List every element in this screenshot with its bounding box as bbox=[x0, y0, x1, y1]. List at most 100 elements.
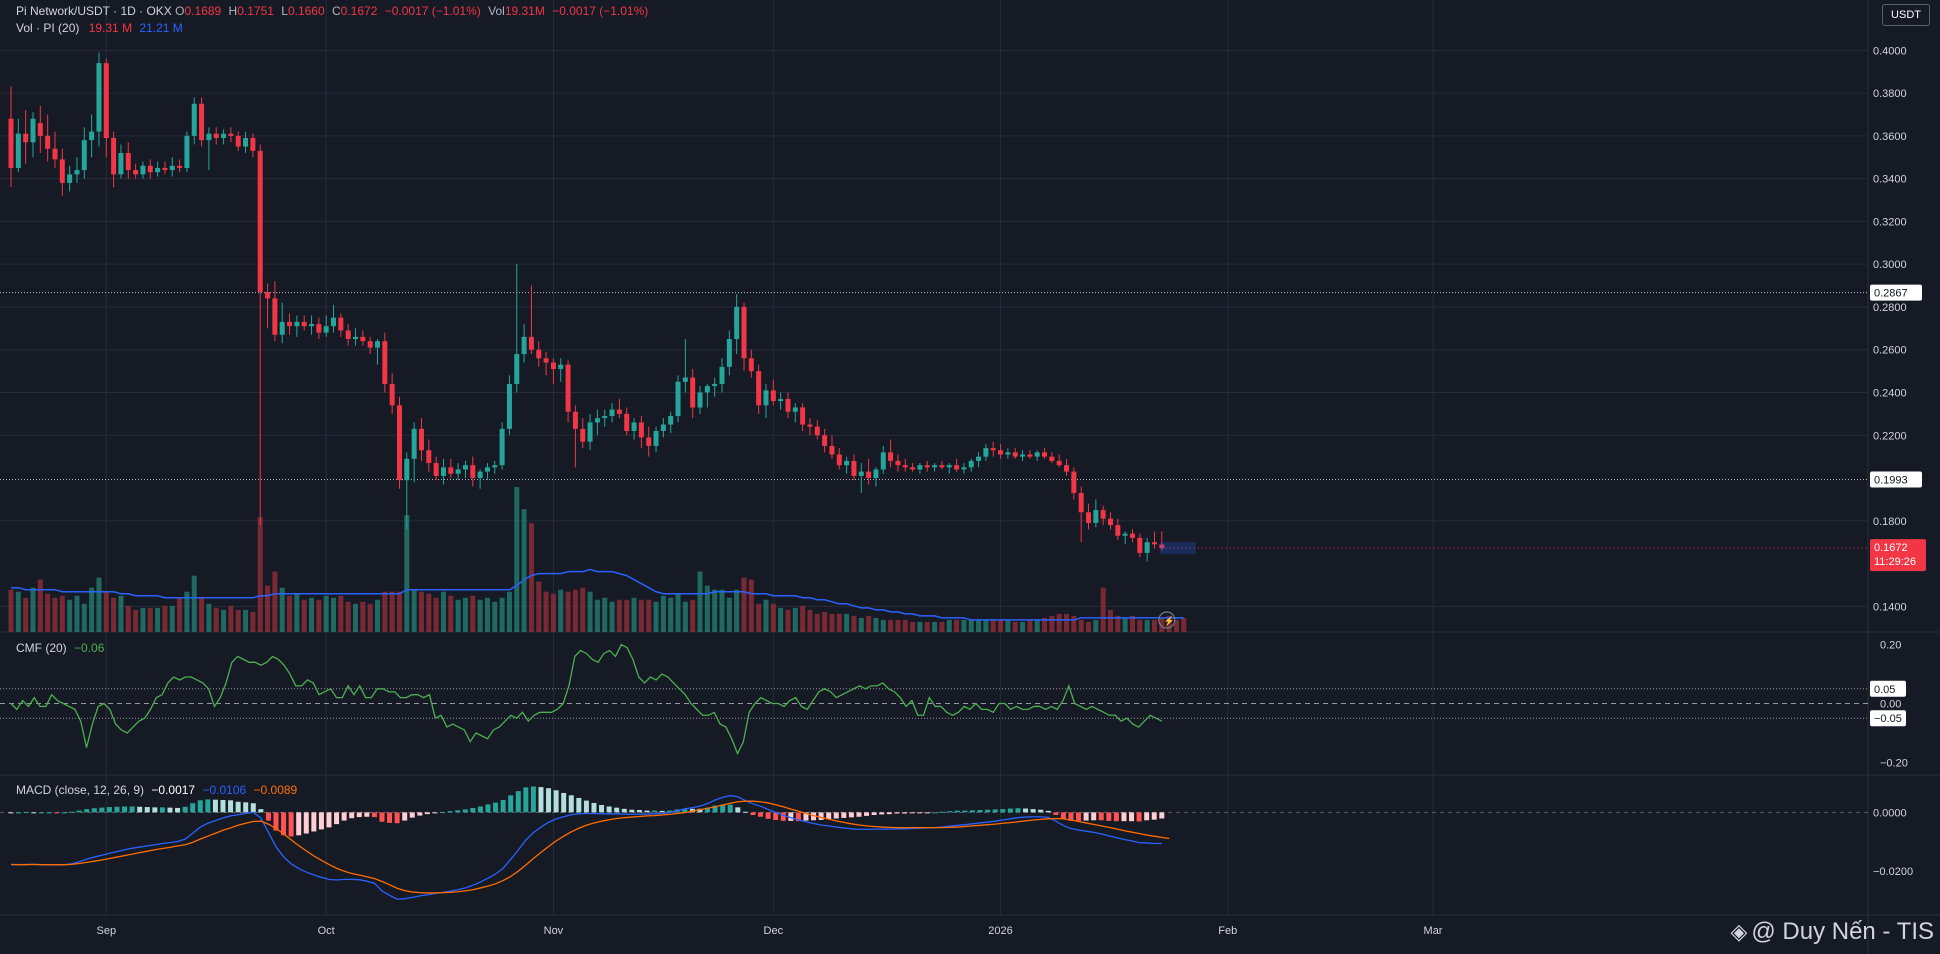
cmf-level-box bbox=[1870, 710, 1906, 727]
candle-body bbox=[367, 341, 373, 348]
macd-histogram-bar bbox=[614, 807, 620, 813]
volume-bar bbox=[851, 615, 857, 632]
candle-body bbox=[528, 336, 534, 350]
volume-bar bbox=[375, 599, 380, 632]
cmf-tick-label: −0.20 bbox=[1880, 757, 1908, 769]
volume-bar bbox=[609, 601, 615, 632]
candle-body bbox=[616, 409, 622, 414]
macd-histogram-bar bbox=[175, 807, 181, 813]
candle-body bbox=[96, 63, 102, 132]
candle-body bbox=[294, 321, 300, 327]
macd-histogram-bar bbox=[644, 810, 650, 813]
macd-histogram-bar bbox=[886, 812, 892, 815]
volume-bar bbox=[272, 571, 278, 632]
candle-body bbox=[1122, 533, 1128, 536]
volume-bar bbox=[587, 591, 593, 632]
candle-body bbox=[858, 471, 864, 476]
level-label: 0.2867 bbox=[1874, 288, 1908, 300]
candle-body bbox=[74, 170, 80, 175]
volume-bar bbox=[257, 517, 263, 632]
candle-body bbox=[1151, 542, 1157, 545]
volume-bar bbox=[118, 595, 124, 632]
macd-signal-line bbox=[10, 800, 1170, 894]
candle-body bbox=[1144, 542, 1150, 553]
candle-body bbox=[814, 426, 820, 436]
candle-body bbox=[1078, 492, 1084, 513]
macd-histogram-bar bbox=[561, 792, 567, 813]
candle-body bbox=[946, 465, 952, 468]
volume-bar bbox=[770, 603, 776, 632]
candle-body bbox=[902, 465, 908, 468]
volume-bar bbox=[1151, 619, 1157, 632]
volume-bar bbox=[89, 587, 95, 632]
candle-body bbox=[59, 159, 65, 183]
candle-body bbox=[1159, 544, 1165, 549]
candle-body bbox=[844, 460, 850, 466]
candle-body bbox=[748, 358, 754, 372]
volume-bar bbox=[23, 597, 29, 632]
macd-histogram-bar bbox=[553, 790, 559, 813]
volume-bar bbox=[1049, 615, 1055, 632]
volume-bar bbox=[499, 597, 505, 632]
macd-histogram-bar bbox=[629, 809, 635, 813]
volume-bar bbox=[45, 593, 51, 632]
volume-bar bbox=[543, 591, 549, 632]
volume-bar bbox=[243, 609, 249, 632]
macd-histogram-bar bbox=[243, 802, 249, 813]
currency-button[interactable]: USDT bbox=[1882, 4, 1930, 26]
volume-bar bbox=[734, 589, 740, 632]
volume-bar bbox=[873, 617, 879, 632]
volume-bar bbox=[360, 601, 366, 632]
macd-histogram-bar bbox=[1159, 812, 1165, 819]
macd-histogram-bar bbox=[167, 807, 173, 813]
macd-histogram-bar bbox=[788, 812, 794, 821]
time-axis-label: Sep bbox=[97, 925, 117, 937]
macd-histogram-bar bbox=[735, 807, 741, 813]
volume-bar bbox=[221, 609, 227, 632]
macd-histogram-bar bbox=[1038, 809, 1044, 813]
candle-body bbox=[624, 413, 630, 431]
macd-histogram-bar bbox=[250, 803, 256, 813]
candle-body bbox=[704, 386, 710, 393]
time-axis-label: Oct bbox=[318, 925, 335, 937]
candle-body bbox=[133, 170, 139, 175]
macd-histogram-bar bbox=[1053, 812, 1059, 815]
candle-body bbox=[668, 416, 674, 425]
candle-body bbox=[631, 422, 637, 431]
macd-histogram-bar bbox=[106, 807, 112, 813]
macd-histogram-bar bbox=[947, 811, 953, 813]
candle-body bbox=[990, 448, 996, 451]
macd-histogram-bar bbox=[924, 812, 930, 814]
volume-bar bbox=[829, 613, 835, 632]
volume-bar bbox=[206, 603, 212, 632]
volume-bar bbox=[895, 619, 901, 632]
macd-histogram-bar bbox=[1129, 812, 1135, 822]
volume-bar bbox=[67, 599, 73, 632]
macd-histogram-bar bbox=[1144, 812, 1150, 821]
macd-histogram-bar bbox=[1045, 810, 1051, 813]
candle-body bbox=[103, 63, 109, 138]
volume-bar bbox=[440, 591, 446, 632]
macd-histogram-bar bbox=[1098, 812, 1104, 821]
volume-legend-label: Vol · PI (20) bbox=[16, 21, 80, 35]
volume-bar bbox=[1181, 617, 1187, 632]
volume-bar bbox=[763, 599, 769, 632]
candle-body bbox=[807, 424, 813, 427]
macd-histogram-bar bbox=[523, 787, 529, 813]
volume-bar bbox=[924, 621, 930, 632]
volume-bar bbox=[976, 619, 982, 632]
candle-body bbox=[954, 465, 960, 470]
level-label-box bbox=[1870, 471, 1922, 488]
candle-body bbox=[792, 407, 798, 412]
watermark: ◈ @ Duy Nến - TIS bbox=[1730, 918, 1934, 946]
macd-histogram-bar bbox=[281, 812, 287, 836]
candle-body bbox=[1064, 465, 1070, 472]
volume-bar bbox=[1144, 619, 1150, 632]
volume-bar bbox=[477, 599, 483, 632]
macd-tick-label: 0.0000 bbox=[1873, 807, 1907, 819]
macd-histogram-bar bbox=[720, 804, 726, 813]
macd-histogram-bar bbox=[932, 812, 938, 814]
macd-histogram-bar bbox=[833, 812, 839, 819]
